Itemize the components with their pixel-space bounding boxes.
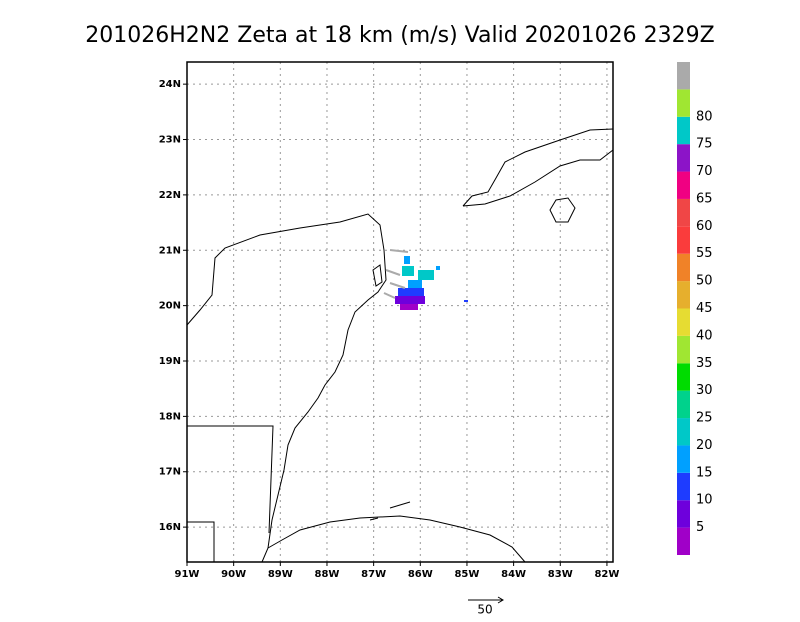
y-tick-label: 17N <box>159 467 181 478</box>
colorbar-label: 25 <box>696 411 713 426</box>
vorticity-cell <box>418 270 434 280</box>
colorbar: 5 10 15 20 25 30 35 40 45 50 55 60 65 70 75 80 <box>677 62 713 555</box>
y-tick-label: 24N <box>159 79 181 90</box>
colorbar-box <box>677 527 690 555</box>
colorbar-box <box>677 500 690 528</box>
colorbar-label: 75 <box>696 137 713 152</box>
vorticity-cell <box>398 288 424 298</box>
y-tick-label: 18N <box>159 411 181 422</box>
vorticity-cell <box>436 266 440 270</box>
honduras-coast <box>267 515 526 563</box>
colorbar-label: 60 <box>696 219 713 234</box>
x-tick-label: 83W <box>548 569 573 580</box>
colorbar-box <box>677 363 690 391</box>
x-tick-label: 82W <box>594 569 619 580</box>
colorbar-box <box>677 171 690 199</box>
colorbar-label: 30 <box>696 383 713 398</box>
isla-juventud <box>549 197 576 223</box>
colorbar-box <box>677 308 690 336</box>
y-tick-label: 22N <box>159 190 181 201</box>
y-tick-label: 16N <box>159 522 181 533</box>
colorbar-label: 5 <box>696 520 704 535</box>
colorbar-box <box>677 390 690 419</box>
x-tick-label: 85W <box>454 569 479 580</box>
map-frame <box>186 61 614 563</box>
colorbar-label: 20 <box>696 438 713 453</box>
vorticity-cell <box>402 266 414 276</box>
colorbar-box <box>677 226 690 254</box>
colorbar-box <box>677 281 690 309</box>
colorbar-label: 50 <box>696 274 713 289</box>
x-tick-label: 90W <box>221 569 246 580</box>
cuba-coast <box>462 128 614 207</box>
wind-vector <box>383 249 409 299</box>
y-tick-label: 19N <box>159 356 181 367</box>
colorbar-box <box>677 418 690 446</box>
colorbar-label: 40 <box>696 328 713 343</box>
x-tick-label: 91W <box>175 569 200 580</box>
x-tick-label: 84W <box>501 569 526 580</box>
vorticity-cell <box>404 256 410 264</box>
wind-field <box>383 249 468 310</box>
colorbar-label: 35 <box>696 356 713 371</box>
x-tick-label: 88W <box>315 569 340 580</box>
y-tick-label: 23N <box>159 135 181 146</box>
colorbar-label: 70 <box>696 164 713 179</box>
colorbar-box <box>677 253 690 282</box>
colorbar-box <box>677 445 690 473</box>
vorticity-cell <box>408 280 422 290</box>
colorbar-box <box>677 335 690 364</box>
y-tick-label: 20N <box>159 301 181 312</box>
belize-border <box>187 425 274 534</box>
vorticity-cell <box>395 296 425 304</box>
colorbar-box <box>677 116 690 145</box>
guatemala-border <box>187 521 215 562</box>
colorbar-box <box>677 472 690 501</box>
x-tick-label: 87W <box>361 569 386 580</box>
vector-scale-arrowhead <box>497 596 504 604</box>
colorbar-label: 80 <box>696 109 713 124</box>
chart-title: 201026H2N2 Zeta at 18 km (m/s) Valid 202… <box>85 23 714 48</box>
vector-scale-label: 50 <box>477 603 492 617</box>
colorbar-box <box>677 62 690 90</box>
vorticity-cell <box>464 300 468 302</box>
colorbar-label: 45 <box>696 301 713 316</box>
y-tick-label: 21N <box>159 245 181 256</box>
coastlines <box>186 128 614 563</box>
colorbar-label: 55 <box>696 246 713 261</box>
x-tick-label: 89W <box>268 569 293 580</box>
bay-islands <box>369 501 411 521</box>
colorbar-box <box>677 89 690 117</box>
colorbar-box <box>677 198 690 227</box>
x-tick-label: 86W <box>408 569 433 580</box>
vorticity-cell <box>400 304 418 310</box>
yucatan-coast <box>186 213 387 563</box>
cozumel <box>372 264 383 287</box>
colorbar-box <box>677 144 690 172</box>
colorbar-label: 10 <box>696 493 713 508</box>
colorbar-label: 65 <box>696 191 713 206</box>
grid <box>186 62 613 562</box>
colorbar-label: 15 <box>696 465 713 480</box>
